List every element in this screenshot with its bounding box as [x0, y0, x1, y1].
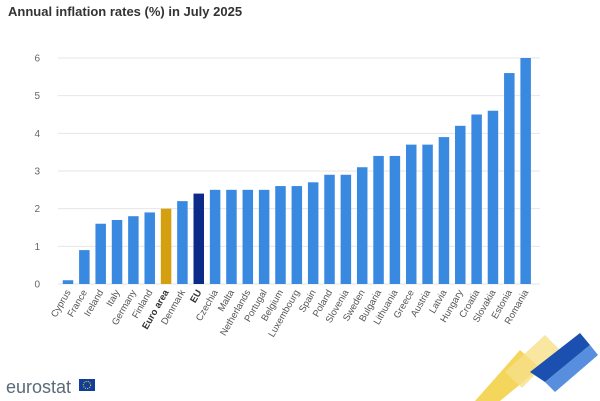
eurostat-logo: eurostat	[6, 377, 95, 397]
bar-portugal[interactable]	[258, 189, 270, 284]
bar-czechia[interactable]	[209, 189, 221, 284]
bar-italy[interactable]	[111, 219, 123, 284]
bar-hungary[interactable]	[455, 125, 466, 284]
bar-cyprus[interactable]	[62, 280, 74, 284]
bar-malta[interactable]	[226, 189, 237, 284]
bar-lithuania[interactable]	[389, 155, 401, 284]
y-tick-label: 4	[34, 129, 40, 140]
bars	[62, 58, 531, 285]
decorative-corner-graphic	[475, 333, 598, 401]
bar-slovenia[interactable]	[340, 174, 352, 284]
y-tick-label: 0	[34, 280, 40, 291]
bar-slovakia[interactable]	[487, 110, 499, 284]
bar-denmark[interactable]	[177, 201, 188, 284]
bar-sweden[interactable]	[356, 167, 368, 284]
y-tick-label: 5	[34, 91, 40, 102]
bar-netherlands[interactable]	[242, 189, 254, 284]
eu-flag-icon	[79, 379, 95, 391]
bar-romania[interactable]	[520, 58, 531, 284]
bar-germany[interactable]	[128, 216, 139, 284]
y-tick-label: 1	[34, 242, 40, 253]
bar-spain[interactable]	[307, 182, 319, 284]
bar-ireland[interactable]	[95, 223, 106, 284]
bar-austria[interactable]	[422, 144, 433, 284]
bar-euro-area[interactable]	[160, 208, 172, 284]
chart-title: Annual inflation rates (%) in July 2025	[8, 4, 243, 19]
y-axis: 0 1 2 3 4 5 6	[34, 54, 40, 291]
bar-belgium[interactable]	[275, 186, 286, 284]
eurostat-logo-text: eurostat	[6, 377, 71, 397]
y-tick-label: 2	[34, 204, 40, 215]
bar-estonia[interactable]	[504, 73, 515, 284]
bar-luxembourg[interactable]	[291, 186, 303, 284]
bar-france[interactable]	[79, 250, 90, 284]
x-axis: CyprusFranceIrelandItalyGermanyFinlandEu…	[49, 287, 532, 339]
bar-eu[interactable]	[193, 193, 205, 284]
bar-latvia[interactable]	[438, 137, 450, 284]
y-tick-label: 6	[34, 54, 40, 65]
bar-poland[interactable]	[324, 174, 335, 284]
bar-finland[interactable]	[144, 212, 155, 284]
y-tick-label: 3	[34, 167, 40, 178]
bar-bulgaria[interactable]	[373, 155, 384, 284]
bar-greece[interactable]	[405, 144, 417, 284]
bar-croatia[interactable]	[471, 114, 482, 285]
